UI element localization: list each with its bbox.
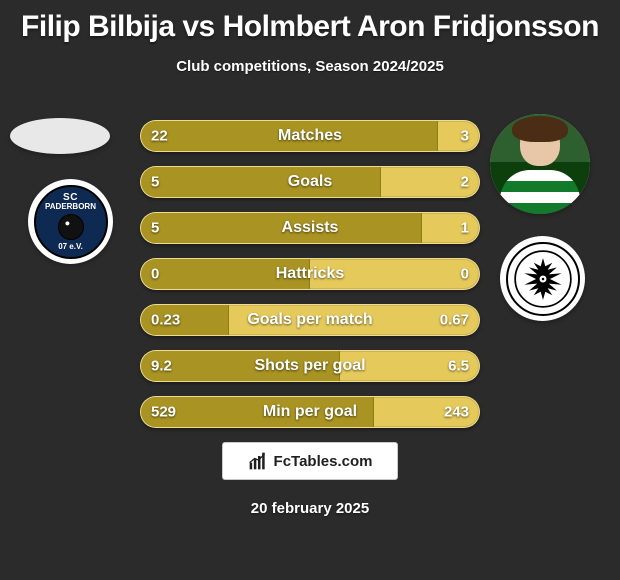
soccer-ball-icon bbox=[58, 214, 84, 240]
stat-left-fill bbox=[141, 305, 229, 335]
stat-row: 00Hattricks bbox=[140, 258, 480, 290]
player-shirt bbox=[500, 170, 580, 214]
subtitle: Club competitions, Season 2024/2025 bbox=[0, 58, 620, 75]
stat-row: 51Assists bbox=[140, 212, 480, 244]
stat-row: 0.230.67Goals per match bbox=[140, 304, 480, 336]
crest-text-bottom: 07 e.V. bbox=[58, 243, 83, 251]
stat-value-right: 243 bbox=[444, 404, 469, 421]
crest-text-mid: PADERBORN bbox=[45, 203, 96, 211]
stat-left-fill bbox=[141, 351, 340, 381]
stat-row: 529243Min per goal bbox=[140, 396, 480, 428]
club-badge-right bbox=[500, 236, 585, 321]
page-title: Filip Bilbija vs Holmbert Aron Fridjonss… bbox=[0, 0, 620, 44]
stat-bars: 223Matches 52Goals 51Assists 00Hattricks 0.2… bbox=[140, 120, 480, 442]
fctables-badge[interactable]: FcTables.com bbox=[222, 442, 398, 480]
infographic-root: Filip Bilbija vs Holmbert Aron Fridjonss… bbox=[0, 0, 620, 580]
eagle-icon bbox=[514, 250, 572, 308]
stat-value-right: 2 bbox=[461, 174, 469, 191]
club-badge-left: SC PADERBORN 07 e.V. bbox=[28, 179, 113, 264]
stat-left-fill bbox=[141, 259, 310, 289]
player-right-avatar bbox=[490, 114, 590, 214]
paderborn-crest: SC PADERBORN 07 e.V. bbox=[34, 185, 108, 259]
chart-icon bbox=[248, 451, 268, 471]
stat-value-right: 6.5 bbox=[448, 358, 469, 375]
player-photo bbox=[490, 114, 590, 214]
stat-value-right: 3 bbox=[461, 128, 469, 145]
stat-left-fill bbox=[141, 167, 381, 197]
fctables-label: FcTables.com bbox=[274, 453, 373, 470]
player-left-avatar bbox=[10, 118, 110, 154]
stat-left-fill bbox=[141, 397, 374, 427]
stat-value-right: 0 bbox=[461, 266, 469, 283]
stat-row: 52Goals bbox=[140, 166, 480, 198]
stat-left-fill bbox=[141, 213, 422, 243]
stat-row: 223Matches bbox=[140, 120, 480, 152]
stat-row: 9.26.5Shots per goal bbox=[140, 350, 480, 382]
munster-crest bbox=[506, 242, 580, 316]
stat-value-right: 0.67 bbox=[440, 312, 469, 329]
crest-text-top: SC bbox=[63, 193, 78, 203]
stat-value-right: 1 bbox=[461, 220, 469, 237]
stat-left-fill bbox=[141, 121, 438, 151]
date-label: 20 february 2025 bbox=[0, 500, 620, 517]
